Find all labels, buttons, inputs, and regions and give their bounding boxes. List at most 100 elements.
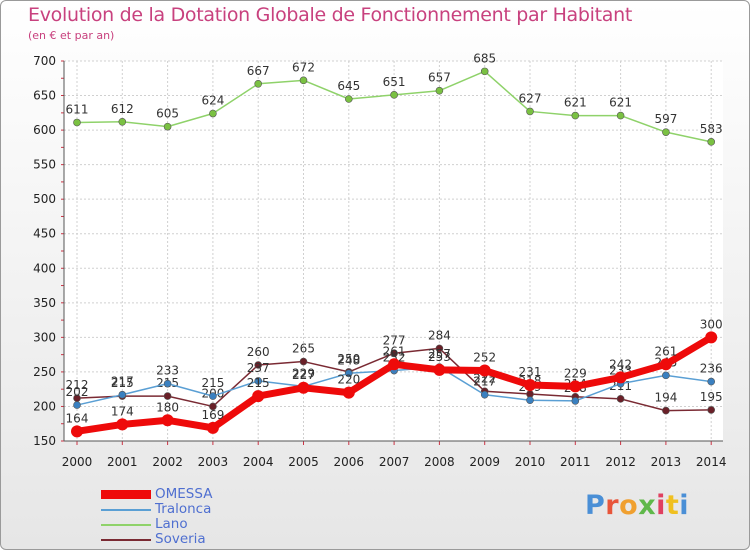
y-tick-label: 250 [33,365,56,379]
y-tick-label: 350 [33,296,56,310]
x-tick-label: 2013 [651,455,682,469]
legend-item: OMESSA [101,487,212,502]
data-point [299,76,308,85]
x-tick-label: 2005 [288,455,319,469]
y-tick-label: 550 [33,158,56,172]
legend-item: Tralonca [101,502,212,517]
data-label: 612 [111,102,134,116]
data-point [344,95,353,103]
data-point [526,107,534,116]
data-label: 217 [111,375,134,389]
data-point [571,111,580,120]
data-label: 260 [247,345,270,359]
data-point [571,397,580,405]
data-label: 164 [66,411,89,425]
brand-letter: i [679,490,690,521]
data-point [707,138,716,146]
x-tick-label: 2014 [696,455,727,469]
data-label: 685 [473,51,496,65]
data-point [73,401,81,409]
x-tick-label: 2001 [107,455,138,469]
data-label: 645 [337,79,360,93]
data-point [118,118,127,126]
y-tick-label: 300 [33,330,56,344]
x-tick-label: 2010 [515,455,546,469]
data-label: 233 [156,364,179,378]
y-tick-label: 200 [33,399,56,413]
x-tick-label: 2009 [469,455,500,469]
x-tick-label: 2006 [334,455,365,469]
data-point [161,414,174,427]
data-point [707,406,716,414]
data-point [433,363,446,376]
x-tick-label: 2007 [379,455,410,469]
x-tick-label: 2008 [424,455,455,469]
data-label: 169 [201,408,224,422]
data-point [71,425,83,438]
data-label: 252 [383,351,406,365]
data-point [297,381,310,394]
data-label: 253 [428,350,451,364]
brand-letter: t [665,490,680,521]
data-point [569,380,582,393]
data-point [163,379,172,388]
data-label: 667 [247,64,270,78]
data-point [163,392,172,400]
data-point [390,349,398,358]
data-point [163,122,172,131]
data-point [118,390,127,399]
data-label: 174 [111,404,134,418]
data-point [209,402,217,411]
data-point [73,118,81,127]
data-label: 621 [564,96,587,110]
data-label: 657 [428,71,451,85]
data-point [252,390,265,403]
brand-letter: P [585,490,606,521]
legend-item: Lano [101,517,212,532]
data-point [254,377,263,385]
data-point [435,86,444,95]
data-point [254,80,263,88]
data-point [435,344,444,353]
data-point [480,67,489,76]
data-label: 236 [700,362,723,376]
legend-swatch [101,508,151,511]
legend-swatch [101,523,151,526]
data-label: 215 [247,376,270,390]
data-point [116,418,129,431]
data-label: 229 [564,366,587,380]
data-label: 277 [383,333,406,347]
data-point [616,395,625,403]
data-label: 237 [247,361,270,375]
data-label: 583 [700,122,723,136]
brand-logo: Proxiti [585,490,689,521]
legend: OMESSA Tralonca Lano Soveria [101,487,212,547]
data-point [209,392,217,400]
y-tick-label: 700 [33,54,56,68]
data-point [662,371,670,380]
data-label: 300 [700,317,723,331]
y-tick-label: 500 [33,192,56,206]
legend-label: Tralonca [155,501,212,517]
y-tick-label: 150 [33,434,56,448]
data-point [705,331,718,344]
brand-letter: x [638,490,657,521]
data-point [388,358,401,371]
data-point [614,371,627,384]
data-label: 257 [428,347,451,361]
brand-letter: o [619,490,639,521]
data-label: 217 [473,375,496,389]
y-tick-label: 400 [33,261,56,275]
y-tick-label: 650 [33,89,56,103]
data-label: 624 [201,94,224,108]
data-label: 261 [654,344,677,358]
legend-swatch [101,490,151,499]
data-label: 621 [609,96,632,110]
legend-item: Soveria [101,532,212,547]
data-label: 611 [66,102,89,116]
data-label: 261 [383,344,406,358]
data-point [707,377,716,386]
data-label: 212 [66,378,89,392]
data-point [616,111,625,120]
